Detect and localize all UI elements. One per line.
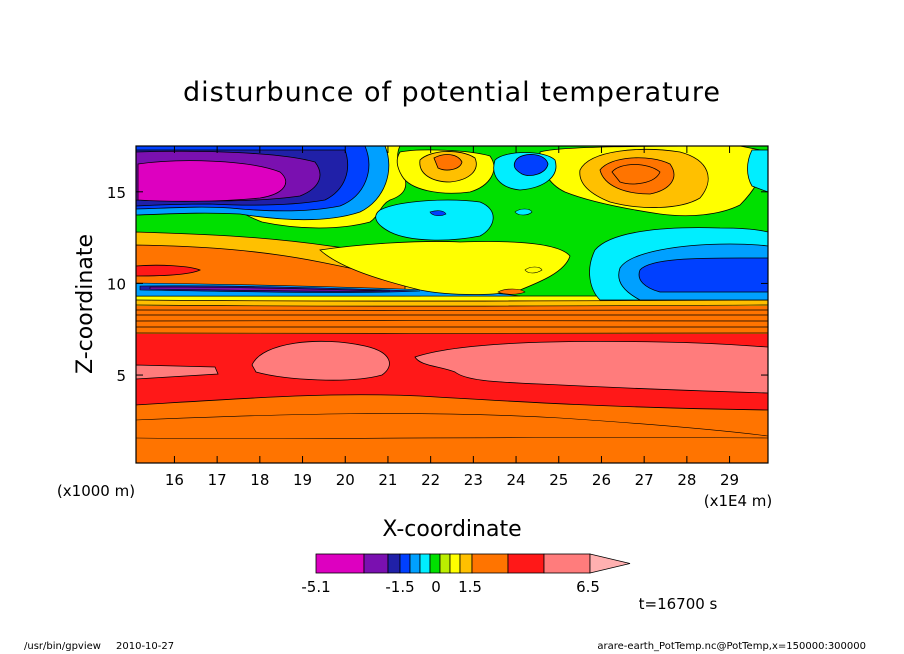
y-tick-label: 10 [107,275,126,293]
x-unit-right: (x1E4 m) [704,492,773,510]
x-tick-label: 19 [293,471,312,489]
x-tick-label: 16 [165,471,184,489]
x-tick-label: 22 [421,471,440,489]
colorbar-label: -5.1 [301,578,330,596]
colorbar-swatch [439,553,451,574]
contour-fill-band [375,199,494,241]
x-tick-label: 18 [250,471,269,489]
contour-fill-band [137,160,286,202]
x-tick-label: 29 [720,471,739,489]
y-axis: 5 10 15 [107,184,768,385]
colorbar-label: 0 [431,578,441,596]
colorbar-swatch [409,553,421,574]
colorbar-swatch [459,553,473,574]
time-label: t=16700 s [639,595,718,613]
y-tick-label: 15 [107,184,126,202]
contour-fill-band [524,266,543,274]
contour-line [136,437,768,439]
colorbar-swatch [387,553,401,574]
y-tick-label: 5 [116,367,126,385]
x-tick-label: 25 [549,471,568,489]
colorbar-swatch [429,553,441,574]
colorbar-label: 1.5 [458,578,482,596]
contour-fill-band [136,364,219,380]
contour-fill-band [513,154,549,176]
x-axis: 16 17 18 19 20 21 22 23 24 25 26 27 28 29 [165,146,739,489]
colorbar-swatch [315,553,365,574]
contour-lines-layer [136,299,768,334]
x-tick-label: 20 [336,471,355,489]
contour-fill-band [638,257,768,293]
colorbar-label: -1.5 [385,578,414,596]
contour-fill-band [514,208,533,216]
contour-fill-band [136,264,201,277]
plot-frame [135,145,769,464]
contour-fill-band [429,210,447,217]
footer-date: 2010-10-27 [116,641,174,652]
colorbar-swatch [507,553,545,574]
footer-program: /usr/bin/gpview [24,641,101,652]
footer-source: arare-earth_PotTemp.nc@PotTemp,x=150000:… [597,641,866,652]
colorbar-swatch [449,553,461,574]
colorbar-extend-arrow [589,553,631,574]
contour-fill-band [136,296,768,300]
contour-fill-band [414,340,768,394]
x-tick-label: 24 [507,471,526,489]
contour-fill-band [149,286,391,292]
x-tick-label: 23 [464,471,483,489]
colorbar-swatch [399,553,411,574]
colorbar-swatch [543,553,591,574]
colorbar-swatch [471,553,509,574]
contour-fill-band [747,149,768,193]
contour-fill-band [251,340,390,381]
x-tick-label: 28 [677,471,696,489]
x-unit-left: (x1000 m) [57,482,135,500]
colorbar-swatch [419,553,431,574]
colorbar-swatch [363,553,389,574]
y-axis-label: Z-coordinate [73,234,98,374]
contour-fill-band [433,154,463,171]
chart-title: disturbunce of potential temperature [183,77,721,108]
colorbar-labels: -5.1 -1.5 0 1.5 6.5 [301,578,600,596]
colorbar [315,553,631,574]
contour-line [136,413,768,437]
x-tick-label: 17 [208,471,227,489]
x-tick-label: 21 [378,471,397,489]
x-axis-label: X-coordinate [382,517,521,542]
contour-plot [136,146,768,463]
colorbar-label: 6.5 [576,578,600,596]
contour-fill-band [497,288,526,295]
x-tick-label: 27 [635,471,654,489]
contour-fill-band [611,164,661,185]
x-tick-label: 26 [592,471,611,489]
contour-fill-band [319,241,571,295]
